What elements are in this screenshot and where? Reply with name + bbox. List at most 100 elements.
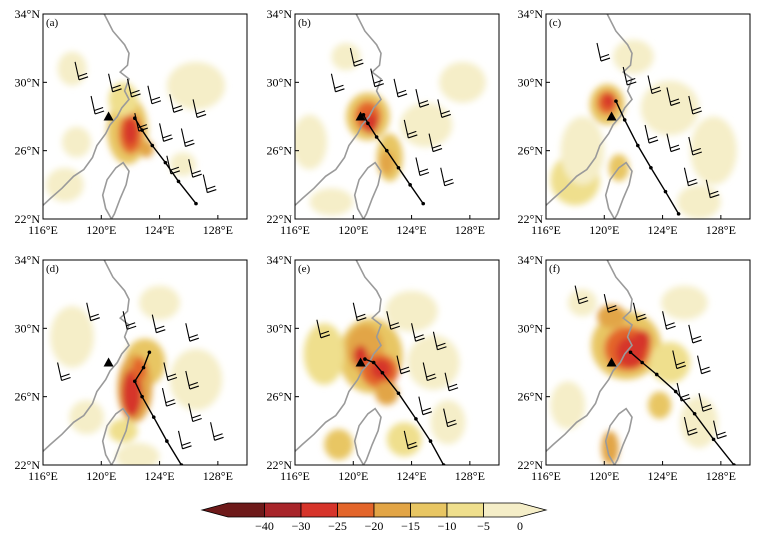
lon-tick-label: 128°E	[203, 223, 233, 237]
track-point	[614, 99, 618, 103]
wind-barb	[185, 370, 199, 390]
taiwan-outline	[604, 407, 633, 465]
colorbar-swatch	[483, 502, 548, 518]
wind-barb	[443, 408, 457, 428]
wind-barb	[163, 362, 178, 382]
station-marker	[355, 357, 366, 367]
lat-tick-label: 30°N	[15, 321, 41, 335]
panel-frame	[294, 13, 500, 220]
track-point	[363, 357, 367, 361]
track-point	[622, 118, 627, 122]
track-point	[176, 179, 181, 184]
colorbar: −40 −30 −25 −20 −15 −10 −5 0	[200, 502, 548, 533]
lat-tick-label: 30°N	[267, 75, 293, 89]
lat-tick-label: 22°N	[518, 458, 544, 472]
wind-barb	[188, 403, 202, 423]
track-point	[194, 201, 198, 206]
lat-tick-label: 22°N	[15, 458, 41, 472]
track-point	[396, 165, 401, 170]
shading-blob	[649, 342, 691, 383]
wind-barb	[647, 75, 662, 95]
panel-label: (d)	[46, 263, 59, 275]
track-point	[140, 394, 144, 399]
lon-tick-label: 120°E	[589, 469, 619, 483]
wind-barb	[666, 133, 681, 153]
track-point	[428, 439, 433, 443]
station-marker	[606, 357, 617, 367]
lon-tick-label: 128°E	[706, 469, 736, 483]
wind-barb	[316, 319, 331, 339]
track-point	[380, 370, 385, 375]
wind-barb	[688, 95, 702, 115]
wind-barb	[415, 89, 430, 108]
station-marker	[103, 357, 114, 367]
shading-blob	[439, 61, 486, 103]
panel-label: (e)	[298, 263, 311, 275]
track-point	[628, 350, 633, 355]
wind-barb	[713, 420, 727, 440]
coastline	[43, 260, 130, 452]
precip-shading	[295, 43, 486, 216]
colorbar-tick-label: −5	[477, 519, 490, 533]
wind-barb	[161, 388, 176, 407]
shading-blob	[331, 43, 361, 71]
lon-tick-label: 120°E	[338, 469, 368, 483]
wind-barbs	[574, 285, 727, 440]
panel-frame	[42, 13, 248, 220]
lon-tick-label: 128°E	[706, 223, 736, 237]
track-point	[654, 372, 659, 377]
shading-blob	[303, 323, 345, 385]
lon-tick-label: 116°E	[280, 223, 310, 237]
track-point	[165, 439, 169, 443]
wind-barb	[108, 73, 122, 93]
wind-barb	[74, 61, 89, 81]
wind-barb	[683, 417, 698, 436]
station-marker	[606, 111, 617, 121]
wind-barb	[122, 311, 137, 330]
shading-blob	[640, 80, 699, 136]
taiwan-outline	[101, 407, 130, 465]
colorbar-swatch	[410, 502, 448, 518]
lon-tick-label: 124°E	[145, 223, 175, 237]
wind-barb	[697, 355, 711, 375]
lon-tick-label: 128°E	[455, 223, 485, 237]
panel-frame	[545, 259, 751, 466]
track-point	[649, 165, 653, 170]
lon-tick-label: 120°E	[589, 223, 619, 237]
track-point	[676, 212, 681, 216]
lon-tick-label: 120°E	[338, 223, 368, 237]
track-point	[673, 389, 678, 394]
shading-blob	[295, 114, 328, 170]
station-marker	[355, 111, 366, 121]
track-point	[385, 148, 389, 153]
wind-barb	[159, 123, 173, 142]
lat-tick-label: 30°N	[267, 321, 293, 335]
taiwan-outline	[101, 161, 130, 219]
lat-tick-label: 26°N	[267, 144, 293, 158]
lon-tick-label: 124°E	[397, 469, 427, 483]
shading-blob	[139, 140, 154, 158]
track-point	[366, 121, 370, 126]
panel-label: (c)	[549, 17, 562, 29]
colorbar-swatch	[264, 502, 302, 518]
lat-tick-label: 26°N	[15, 144, 41, 158]
track-point	[140, 128, 144, 132]
colorbar-swatch	[373, 502, 411, 518]
map-panel-b: (b) 22°N 26°N 30°N 34°N 116°E 120°E 124°E 128°E	[267, 7, 500, 237]
wind-barb	[177, 430, 192, 450]
wind-barb	[188, 159, 202, 178]
track-point	[711, 437, 716, 442]
wind-barb	[210, 422, 224, 441]
map-panel-d: (d) 22°N 26°N 30°N 34°N 116°E 120°E 124°E 128°E	[15, 253, 248, 483]
wind-barb	[698, 393, 713, 412]
lat-tick-label: 30°N	[518, 75, 544, 89]
map-panel-f: (f) 22°N 26°N 30°N 34°N 116°E 120°E 124°E 128°E	[518, 253, 751, 483]
wind-barb	[396, 355, 411, 375]
wind-barbs	[57, 302, 224, 450]
shading-blob	[69, 400, 105, 435]
lon-tick-label: 124°E	[145, 469, 175, 483]
shading-blob	[139, 285, 180, 320]
coastline	[43, 14, 130, 206]
typhoon-track	[134, 117, 197, 205]
wind-barb	[437, 99, 451, 118]
